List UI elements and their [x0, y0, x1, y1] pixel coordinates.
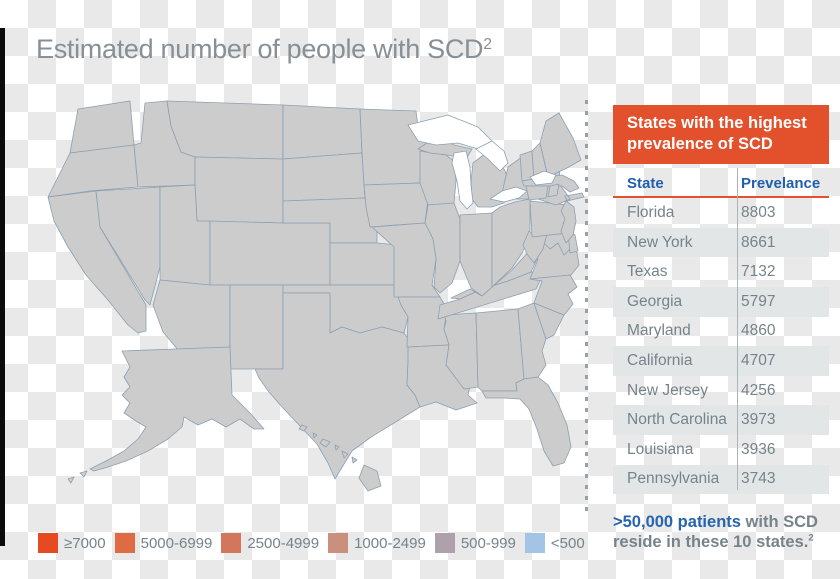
legend-swatch [114, 533, 135, 553]
prevalence-value-cell: 3973 [741, 411, 776, 429]
legend-item: 1000-2499 [328, 533, 426, 553]
table-row: California 4707 [613, 346, 829, 376]
state-name-cell: Georgia [627, 292, 683, 310]
prevalence-value-cell: 4256 [741, 381, 776, 399]
state-kansas [329, 242, 399, 286]
table-row: Florida 8803 [613, 198, 829, 228]
prevalence-value-cell: 5797 [741, 292, 776, 310]
legend-label: <500 [550, 534, 585, 552]
column-header-prevalence: Prevelance [741, 175, 821, 193]
prevalence-value-cell: 3743 [741, 470, 776, 488]
state-missouri [371, 222, 441, 298]
dashed-divider [585, 100, 588, 513]
header-accent-line [613, 196, 829, 199]
state-connecticut [525, 185, 549, 201]
state-name-cell: Texas [627, 263, 668, 281]
us-map [30, 95, 590, 525]
prevalence-value-cell: 7132 [741, 263, 776, 281]
legend-item: 5000-6999 [114, 533, 213, 553]
state-new-mexico [229, 284, 284, 370]
table-row: Texas 7132 [613, 257, 829, 287]
legend-label: 5000-6999 [140, 534, 213, 552]
state-wisconsin [419, 150, 457, 206]
prevalence-value-cell: 3936 [741, 440, 776, 458]
state-rhode-island [547, 183, 560, 198]
state-name-cell: Maryland [627, 322, 691, 340]
state-montana [166, 100, 284, 160]
state-florida [481, 376, 572, 467]
prevalence-value-cell: 4860 [741, 322, 776, 340]
state-name-cell: North Carolina [627, 411, 727, 429]
state-iowa [363, 182, 429, 228]
table-header-row: State Prevelance [613, 172, 829, 196]
state-north-dakota [282, 104, 363, 160]
column-header-state: State [627, 175, 664, 193]
state-alabama [475, 308, 525, 392]
lake-erie [489, 186, 528, 203]
table-row: New York 8661 [613, 227, 829, 258]
state-south-dakota [282, 152, 366, 202]
state-washington [69, 100, 135, 154]
state-indiana [459, 212, 493, 297]
legend-label: ≥7000 [64, 534, 106, 552]
state-texas [254, 292, 421, 480]
state-name-cell: New Jersey [627, 381, 708, 399]
table-row: Pennsylvania 3743 [613, 464, 829, 495]
state-maine [539, 112, 582, 178]
state-name-cell: Florida [627, 204, 675, 222]
state-alaska [67, 346, 265, 484]
legend-swatch [221, 533, 242, 553]
state-north-carolina [529, 274, 578, 316]
table-row: New Jersey 4256 [613, 376, 829, 406]
table-row: Louisiana 3936 [613, 435, 829, 465]
prevalence-panel: States with the highest prevalence of SC… [613, 105, 829, 495]
panel-header: States with the highest prevalence of SC… [613, 105, 829, 165]
legend-label: 2500-4999 [247, 534, 320, 552]
state-name-cell: Louisiana [627, 440, 694, 458]
state-colorado [209, 220, 331, 286]
legend-item: 500-999 [434, 533, 516, 553]
legend-swatch [434, 533, 455, 553]
footnote: >50,000 patients with SCD reside in thes… [613, 512, 840, 553]
state-name-cell: California [627, 351, 693, 369]
footnote-superscript: 2 [808, 532, 814, 544]
legend-item: 2500-4999 [221, 533, 319, 553]
legend-swatch [38, 533, 58, 553]
lake-huron [475, 140, 509, 172]
footnote-rest: with SCD reside in these 10 states. [613, 513, 818, 552]
state-new-jersey [560, 200, 577, 244]
prevalence-value-cell: 8661 [741, 233, 776, 251]
legend-item: ≥7000 [38, 533, 106, 553]
legend-label: 500-999 [460, 534, 516, 552]
legend-swatch [524, 533, 545, 553]
state-hawaii [298, 424, 382, 492]
state-name-cell: Pennsylvania [627, 470, 720, 488]
state-wyoming [194, 156, 284, 224]
legend-label: 1000-2499 [354, 534, 426, 552]
table-row: North Carolina 3973 [613, 405, 829, 435]
prevalence-value-cell: 4707 [741, 351, 776, 369]
left-edge-artifact [0, 28, 5, 546]
prevalence-table-rows: Florida 8803 New York 8661 Texas 7132 Georgia 5… [613, 198, 829, 495]
state-name-cell: New York [627, 233, 693, 251]
table-row: Maryland 4860 [613, 317, 829, 347]
table-row: Georgia 5797 [613, 287, 829, 317]
column-divider-line [737, 168, 738, 490]
page-title: Estimated number of people with SCD2 [36, 34, 492, 64]
lake-michigan [451, 150, 474, 210]
legend-item: <500 [524, 533, 585, 553]
legend: ≥7000 5000-6999 2500-4999 1000-2499 500-999 <… [38, 533, 594, 553]
title-superscript: 2 [483, 36, 492, 54]
lake-ontario [529, 170, 557, 186]
prevalence-value-cell: 8803 [741, 204, 776, 222]
legend-swatch [328, 533, 349, 553]
state-oregon [47, 144, 139, 198]
footnote-highlight: >50,000 patients [613, 513, 741, 531]
